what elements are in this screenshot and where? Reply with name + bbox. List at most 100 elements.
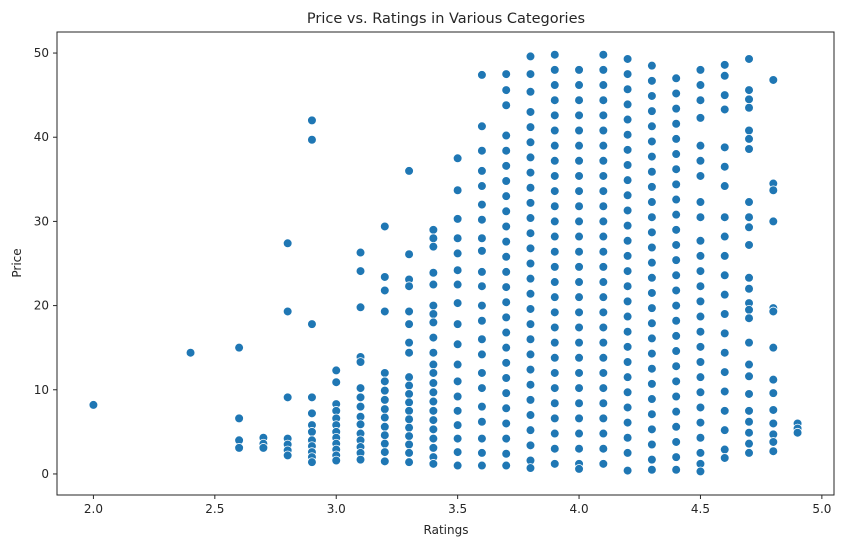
x-tick-label: 5.0 <box>812 502 831 516</box>
data-point <box>525 152 536 163</box>
data-point <box>598 383 609 393</box>
data-point <box>744 85 754 95</box>
data-point <box>549 459 560 469</box>
data-point <box>355 383 366 393</box>
data-point <box>598 292 609 302</box>
data-point <box>622 448 633 458</box>
data-points <box>88 49 803 477</box>
data-point <box>695 281 706 292</box>
data-point <box>598 459 609 469</box>
data-point <box>744 427 754 438</box>
data-point <box>574 464 584 474</box>
data-point <box>622 235 633 246</box>
data-point <box>404 306 414 317</box>
data-point <box>452 460 463 471</box>
data-point <box>477 246 487 256</box>
data-point <box>622 145 633 155</box>
data-point <box>695 235 706 246</box>
data-point <box>379 438 390 449</box>
data-point <box>622 160 633 170</box>
data-point <box>477 166 487 176</box>
data-point <box>671 240 681 250</box>
data-point <box>598 307 609 318</box>
data-point <box>598 277 609 287</box>
data-point <box>622 465 633 476</box>
data-point <box>355 401 366 412</box>
data-point <box>574 110 584 121</box>
data-point <box>549 368 560 378</box>
data-point <box>501 236 512 247</box>
data-point <box>671 134 681 144</box>
chart-title: Price vs. Ratings in Various Categories <box>307 11 585 27</box>
data-point <box>549 65 560 75</box>
data-point <box>744 304 754 315</box>
data-point <box>598 80 609 90</box>
data-point <box>647 182 657 192</box>
data-point <box>671 361 681 372</box>
data-point <box>695 95 706 105</box>
data-point <box>671 300 681 311</box>
data-point <box>525 463 536 473</box>
data-point <box>744 212 754 223</box>
data-point <box>549 337 560 348</box>
data-point <box>452 391 463 402</box>
y-tick-label: 20 <box>34 299 49 313</box>
data-point <box>671 346 681 356</box>
data-point <box>647 273 657 283</box>
data-point <box>744 406 754 416</box>
data-point <box>501 388 512 398</box>
data-point <box>719 309 730 319</box>
data-point <box>477 199 487 210</box>
data-point <box>525 304 536 314</box>
data-point <box>719 104 730 115</box>
data-point <box>477 401 487 412</box>
data-point <box>695 212 706 223</box>
data-point <box>744 438 754 449</box>
data-point <box>574 413 584 424</box>
data-point <box>744 313 754 324</box>
data-point <box>719 251 730 261</box>
data-point <box>744 54 754 64</box>
data-point <box>234 413 244 424</box>
data-point <box>379 385 390 396</box>
data-point <box>549 398 560 409</box>
data-point <box>622 175 633 185</box>
data-point <box>622 266 633 276</box>
data-point <box>695 156 706 166</box>
data-point <box>404 380 414 391</box>
data-point <box>622 114 633 125</box>
data-point <box>622 326 633 337</box>
data-point <box>355 302 366 313</box>
data-point <box>574 398 584 409</box>
data-point <box>622 281 633 292</box>
data-point <box>331 365 342 376</box>
data-point <box>549 322 560 333</box>
data-point <box>671 255 681 265</box>
data-point <box>477 70 487 80</box>
data-point <box>671 149 681 159</box>
data-point <box>379 221 390 232</box>
data-point <box>452 420 463 430</box>
data-point <box>549 95 560 105</box>
data-point <box>379 285 390 296</box>
data-point <box>307 392 317 403</box>
data-point <box>622 129 633 140</box>
data-point <box>549 307 560 318</box>
data-point <box>695 311 706 322</box>
data-point <box>355 247 366 258</box>
data-point <box>428 459 439 469</box>
data-point <box>768 75 779 85</box>
data-point <box>671 391 681 402</box>
data-point <box>574 216 584 227</box>
data-point <box>574 322 584 333</box>
data-point <box>549 383 560 393</box>
data-point <box>404 389 414 399</box>
data-point <box>525 410 536 420</box>
data-point <box>647 151 657 162</box>
data-point <box>501 282 512 292</box>
data-point <box>574 368 584 378</box>
data-point <box>501 433 512 444</box>
data-point <box>744 197 754 207</box>
data-point <box>477 181 487 191</box>
data-point <box>695 266 706 276</box>
